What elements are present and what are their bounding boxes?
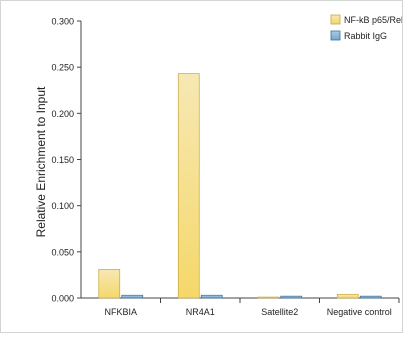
- legend-swatch-nfkb: [330, 14, 341, 25]
- y-tick-label: 0.100: [51, 201, 74, 211]
- bar-nfkb-negative-control: [336, 293, 359, 299]
- legend: NF-kB p65/RelA Rabbit IgG: [330, 14, 403, 41]
- y-tick-label: 0.000: [51, 294, 74, 304]
- bars: [98, 73, 382, 299]
- y-tick-label: 0.250: [51, 63, 74, 73]
- bar-igg-negative-control: [359, 295, 382, 299]
- bar-nfkb-satellite2: [257, 296, 280, 299]
- y-tick-label: 0.050: [51, 247, 74, 257]
- bar-nfkb-nfkbia: [98, 269, 121, 299]
- x-ticks: NFKBIA NR4A1 Satellite2 Negative control: [104, 298, 400, 317]
- y-tick-label: 0.200: [51, 109, 74, 119]
- bar-chart: Relative Enrichment to Input 0.0000.0500…: [34, 14, 403, 317]
- legend-swatch-igg: [330, 30, 341, 41]
- axes: [80, 21, 399, 299]
- y-tick-label: 0.150: [51, 155, 74, 165]
- x-tick-label: NFKBIA: [104, 307, 137, 317]
- legend-label-igg: Rabbit IgG: [344, 31, 387, 41]
- bar-nfkb-nr4a1: [177, 73, 200, 299]
- legend-label-nfkb: NF-kB p65/RelA: [344, 15, 402, 25]
- y-tick-label: 0.300: [51, 17, 74, 27]
- y-ticks: 0.000 0.050 0.100 0.150 0.200 0.250 0.300: [51, 17, 81, 304]
- x-tick-label: Negative control: [327, 307, 392, 317]
- bar-igg-nr4a1: [200, 294, 223, 299]
- y-axis-label: Relative Enrichment to Input: [34, 86, 48, 237]
- x-tick-label: NR4A1: [186, 307, 215, 317]
- bar-igg-nfkbia: [121, 294, 144, 299]
- x-tick-label: Satellite2: [261, 307, 298, 317]
- bar-igg-satellite2: [280, 295, 303, 299]
